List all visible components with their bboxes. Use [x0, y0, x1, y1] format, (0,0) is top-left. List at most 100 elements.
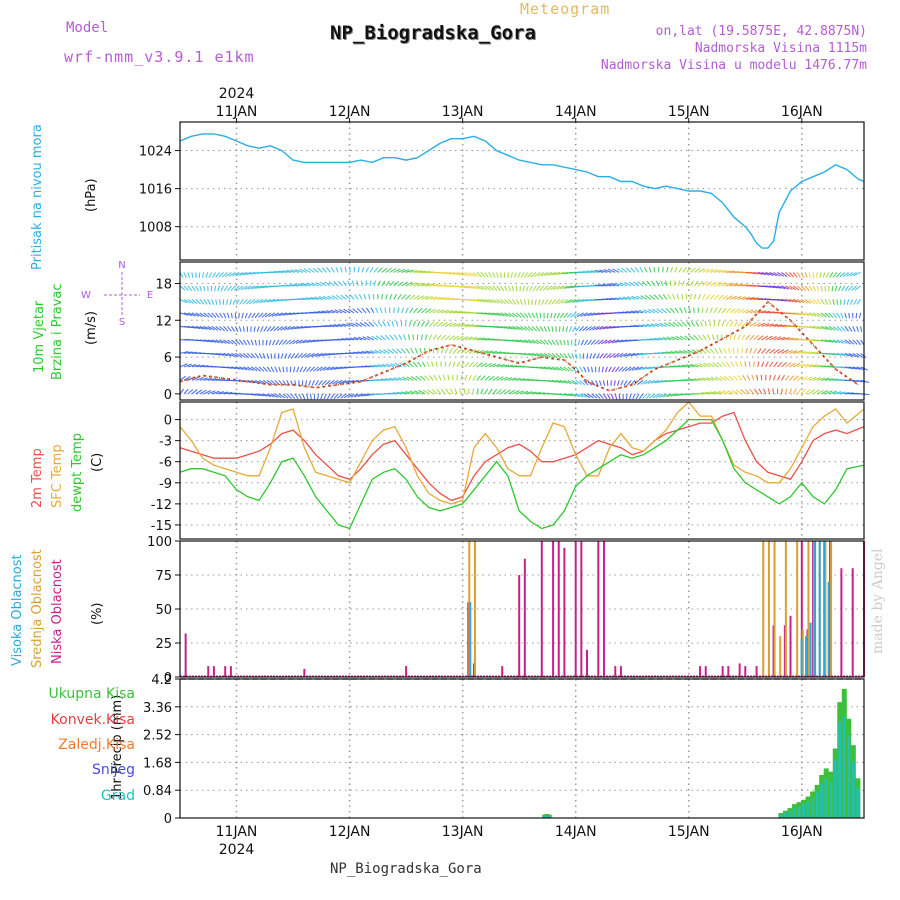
wind-barb [376, 378, 386, 381]
wind-barb [343, 393, 351, 399]
wind-barb [647, 379, 656, 385]
wind-barb [819, 272, 822, 278]
wind-barb [592, 353, 596, 359]
wind-barb [662, 294, 668, 300]
wind-barb [839, 272, 846, 278]
wind-barb [436, 309, 445, 314]
wind-barb [588, 325, 596, 331]
wind-barb [816, 285, 820, 292]
wind-barb [361, 393, 371, 397]
wind-barb [524, 339, 532, 344]
wind-barb [520, 378, 530, 381]
wind-barb [539, 326, 544, 332]
wind-barb [761, 323, 770, 327]
wind-barb [468, 361, 474, 368]
wind-barb [496, 388, 502, 395]
meteogram-label: Meteogram [520, 0, 611, 18]
wind-barb [541, 299, 545, 305]
wind-barb [425, 283, 434, 287]
panel-frame [179, 261, 865, 401]
wind-barb [492, 272, 496, 278]
wind-barb [195, 299, 201, 305]
wind-barb [393, 281, 400, 287]
wind-barb [647, 309, 656, 314]
wind-barb [444, 322, 453, 327]
wind-barb [851, 285, 858, 291]
wind-barb [303, 268, 311, 273]
wind-barb [391, 348, 398, 354]
wind-barb [800, 375, 808, 381]
wind-barb [350, 393, 359, 398]
wind-barb [519, 312, 526, 319]
wind-barb [389, 268, 397, 273]
wind-barb [696, 348, 703, 354]
wind-barb [250, 366, 258, 372]
legend-frozen-precip: Zaledj.Kisa [58, 737, 135, 753]
wind-barb [211, 325, 219, 331]
wind-barb [415, 375, 422, 381]
wind-barb [674, 267, 678, 273]
wind-barb [690, 363, 699, 368]
wind-barb [335, 266, 339, 273]
wind-barb [757, 310, 767, 314]
wind-barb [239, 352, 246, 358]
wind-barb [226, 312, 230, 319]
wind-barb [445, 271, 454, 275]
sfc-temp-line [179, 401, 865, 505]
wind-barb [421, 283, 430, 287]
snow-precip-bar [833, 760, 837, 818]
panel-frame [179, 121, 865, 261]
wind-barb [215, 352, 225, 356]
wind-barb [516, 325, 524, 331]
wind-barb [282, 312, 291, 316]
wind-barb [179, 285, 186, 291]
wind-barb [812, 389, 820, 395]
wind-barb [240, 285, 248, 291]
wind-barb [480, 272, 486, 278]
wind-barb [299, 268, 307, 273]
wind-barb [761, 361, 765, 368]
wind-barb [448, 322, 457, 327]
wind-barb [396, 391, 406, 395]
compass-letter: W [81, 290, 91, 301]
wind-barb [689, 378, 699, 381]
wind-barb [832, 325, 839, 332]
wind-barb [825, 272, 830, 278]
wind-barb [638, 309, 648, 314]
wind-barb [317, 310, 327, 314]
wind-barb [788, 375, 795, 381]
wind-barb [587, 339, 592, 346]
wind-barb [421, 308, 428, 314]
mid-cloud-bar [779, 636, 782, 677]
wind-barb [745, 321, 752, 327]
wind-barb [385, 280, 390, 287]
wind-barb [238, 312, 240, 319]
wind-barb [551, 271, 561, 276]
wind-barb [693, 280, 699, 287]
wind-barb [400, 348, 406, 354]
wind-barb [590, 339, 596, 345]
wind-barb [405, 307, 409, 314]
wind-barb [620, 380, 624, 386]
wind-barb [634, 310, 644, 314]
wind-barb [707, 362, 715, 368]
snow-precip-bar [815, 791, 819, 818]
dewpt-line [179, 418, 865, 530]
wind-barb [840, 312, 844, 319]
wind-barb [270, 353, 273, 359]
wind-barb [688, 335, 695, 341]
wind-barb [408, 361, 414, 368]
wind-barb [556, 312, 561, 319]
wind-barb [436, 347, 440, 354]
wind-barb [183, 312, 192, 317]
wind-barb [484, 350, 493, 354]
wind-barb [417, 282, 426, 287]
wind-barb [232, 299, 236, 305]
wind-barb [290, 393, 296, 400]
wind-barb [559, 379, 568, 384]
wind-barb [389, 377, 398, 381]
wind-barb [856, 352, 863, 358]
wind-barb [320, 393, 323, 400]
wind-barb [757, 271, 767, 276]
wind-barb [656, 308, 664, 314]
